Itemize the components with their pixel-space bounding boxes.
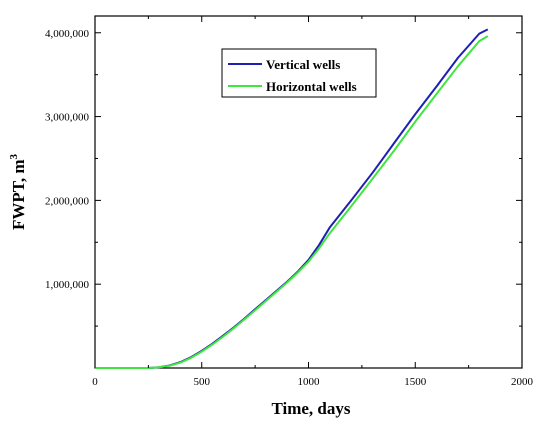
legend-box <box>221 48 377 98</box>
y-tick-label: 1,000,000 <box>45 279 90 291</box>
y-axis-title-superscript: 3 <box>8 153 20 159</box>
series-line-horizontal-wells <box>95 35 489 369</box>
y-axis-title-main: FWPT, m <box>9 159 28 230</box>
y-tick-label: 3,000,000 <box>45 112 90 124</box>
y-tick-label: 4,000,000 <box>45 28 90 40</box>
y-axis-title: FWPT, m3 <box>8 153 28 230</box>
x-tick-label: 1500 <box>404 376 427 388</box>
x-tick-label: 500 <box>194 376 211 388</box>
legend-label-horizontal-wells: Horizontal wells <box>266 79 357 94</box>
legend: Vertical wells Horizontal wells <box>221 48 377 98</box>
x-tick-label: 1000 <box>298 376 321 388</box>
x-tick-label: 0 <box>92 376 98 388</box>
legend-label-vertical-wells: Vertical wells <box>266 57 340 72</box>
x-axis-title: Time, days <box>271 399 350 418</box>
series-layer <box>95 28 489 369</box>
x-tick-label: 2000 <box>511 376 534 388</box>
tick-layer: 0 500 1000 1500 2000 1,000,000 2,000,000 3,000,… <box>45 16 534 388</box>
y-tick-label: 2,000,000 <box>45 195 90 207</box>
